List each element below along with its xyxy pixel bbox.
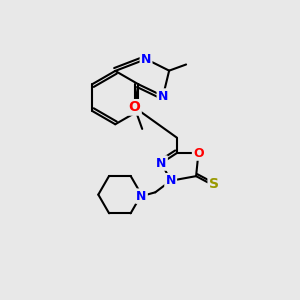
Text: N: N — [141, 52, 151, 66]
Text: O: O — [129, 100, 140, 114]
Text: N: N — [156, 157, 167, 169]
Text: S: S — [209, 177, 219, 191]
Text: N: N — [136, 190, 147, 203]
Text: O: O — [193, 146, 204, 160]
Text: N: N — [166, 174, 176, 187]
Text: N: N — [158, 90, 168, 103]
